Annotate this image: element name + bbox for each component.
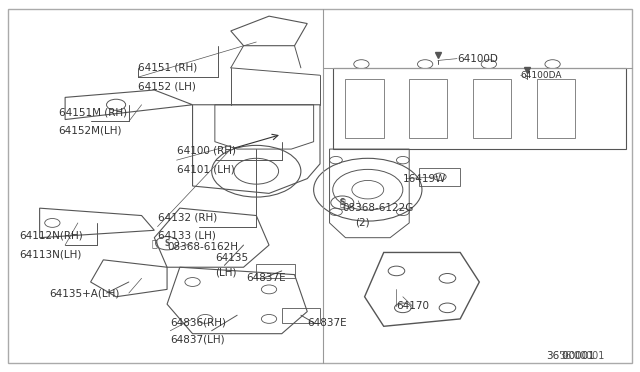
Bar xyxy=(409,79,447,138)
Text: 08368-6122G: 08368-6122G xyxy=(342,203,413,213)
Text: S: S xyxy=(164,239,170,248)
Text: 64151 (RH): 64151 (RH) xyxy=(138,63,198,73)
Text: 64113N(LH): 64113N(LH) xyxy=(19,249,82,259)
Text: Ⓢ: Ⓢ xyxy=(339,198,345,208)
Text: 08368-6162H: 08368-6162H xyxy=(167,242,238,252)
Text: 64170: 64170 xyxy=(396,301,429,311)
Text: 16419W: 16419W xyxy=(403,174,446,184)
Text: 64837E: 64837E xyxy=(307,318,347,328)
Bar xyxy=(537,79,575,138)
Text: 64152M(LH): 64152M(LH) xyxy=(59,126,122,136)
Text: 64837E: 64837E xyxy=(246,273,286,283)
Text: 64132 (RH): 64132 (RH) xyxy=(157,212,217,222)
Text: 36'00001: 36'00001 xyxy=(559,351,604,361)
Text: 64112N(RH): 64112N(RH) xyxy=(19,231,83,241)
Text: Ⓢ: Ⓢ xyxy=(152,238,157,248)
Text: 64135+A(LH): 64135+A(LH) xyxy=(49,288,120,298)
FancyBboxPatch shape xyxy=(8,9,632,363)
Text: 64133 (LH): 64133 (LH) xyxy=(157,231,216,241)
Text: 64100DA: 64100DA xyxy=(521,71,562,80)
Text: 64152 (LH): 64152 (LH) xyxy=(138,81,196,91)
Bar xyxy=(346,79,384,138)
Text: 36'00001: 36'00001 xyxy=(546,351,595,361)
Text: 64135: 64135 xyxy=(215,253,248,263)
Text: 64837(LH): 64837(LH) xyxy=(170,334,225,344)
Text: 64101 (LH): 64101 (LH) xyxy=(177,164,234,174)
Bar xyxy=(473,79,511,138)
Text: 64151M (RH): 64151M (RH) xyxy=(59,107,127,117)
Text: 64100 (RH): 64100 (RH) xyxy=(177,146,236,156)
Bar xyxy=(256,263,294,278)
Text: (LH): (LH) xyxy=(215,268,236,278)
Text: 64100D: 64100D xyxy=(457,54,498,64)
Text: S: S xyxy=(340,198,345,207)
Text: 64836(RH): 64836(RH) xyxy=(170,318,227,328)
Text: (2): (2) xyxy=(355,218,370,228)
Bar xyxy=(282,308,320,323)
